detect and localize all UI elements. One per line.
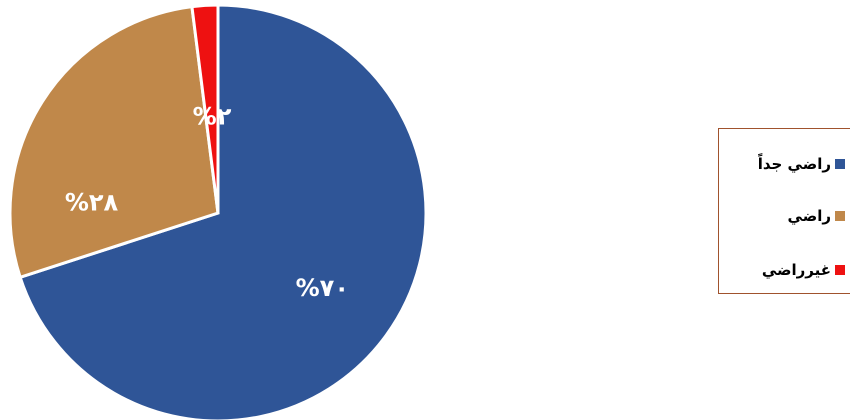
pie-slice-very-satisfied [18,3,428,420]
legend-swatch-not-satisfied [835,265,845,275]
data-labels: %٧٠ %٢٨ %٢ [65,103,349,302]
legend-label-satisfied: راضي [787,207,831,225]
chart-legend: راضي جداً راضي غيرراضي [718,128,850,294]
legend-item-satisfied: راضي [719,204,850,228]
legend-swatch-very-satisfied [835,159,845,169]
data-label-satisfied: %٢٨ [65,188,119,216]
legend-item-not-satisfied: غيرراضي [719,258,850,282]
data-label-very-satisfied: %٧٠ [296,274,349,302]
data-label-not-satisfied: %٢ [193,103,232,131]
legend-label-very-satisfied: راضي جداً [757,155,831,173]
legend-label-not-satisfied: غيرراضي [761,261,831,279]
pie-slices [8,3,428,420]
pie-slice-not-satisfied [190,3,220,214]
pie-slice-satisfied [8,4,220,280]
legend-swatch-satisfied [835,211,845,221]
legend-item-very-satisfied: راضي جداً [719,152,850,176]
